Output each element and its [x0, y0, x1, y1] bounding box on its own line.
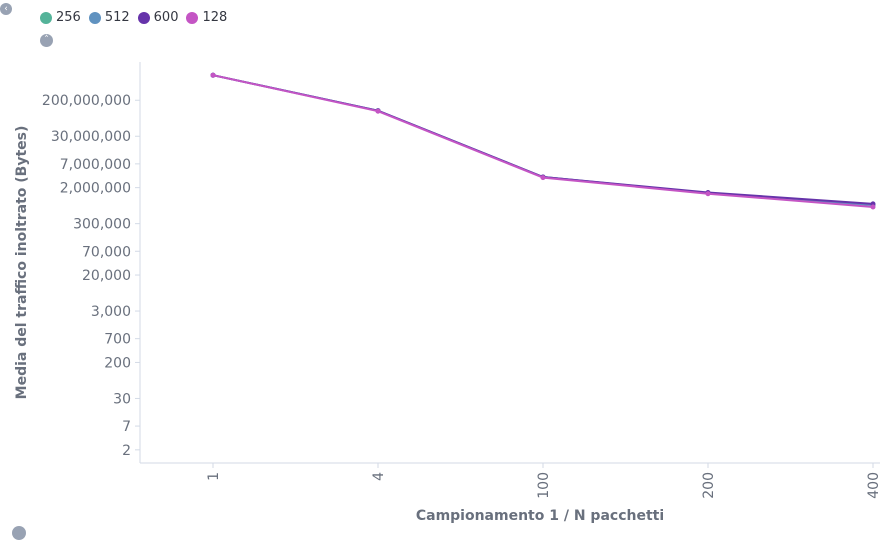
- y-tick-label: 7,000,000: [60, 157, 131, 173]
- data-point-128: [210, 72, 216, 78]
- series-line-600: [212, 74, 874, 205]
- series-line-512: [212, 74, 874, 206]
- data-point-128: [375, 108, 381, 114]
- x-tick-label: 1: [206, 472, 222, 481]
- data-point-128: [540, 175, 546, 181]
- y-tick-label: 70,000: [82, 244, 131, 260]
- legend-item-128[interactable]: 128: [186, 10, 227, 25]
- legend-dot: [88, 11, 101, 24]
- y-tick-label: 700: [104, 332, 131, 348]
- legend-item-512[interactable]: 512: [88, 10, 130, 25]
- series-line-128: [212, 74, 874, 208]
- x-tick-label: 4: [371, 472, 387, 481]
- y-tick-label: 30,000,000: [51, 129, 131, 145]
- collapse-sidebar-icon[interactable]: ‹: [0, 3, 12, 15]
- y-tick-label: 2,000,000: [60, 181, 131, 197]
- legend-label: 600: [153, 10, 179, 25]
- x-axis-title: Campionamento 1 / N pacchetti: [416, 508, 664, 524]
- y-tick-label: 2: [122, 443, 131, 459]
- legend-collapse-icon[interactable]: ˄: [40, 34, 53, 47]
- legend-dot: [40, 11, 52, 24]
- y-axis-title: Media del traffico inoltrato (Bytes): [14, 126, 30, 400]
- y-tick-label: 200: [104, 355, 131, 371]
- y-tick-label: 20,000: [82, 268, 131, 284]
- legend-item-256[interactable]: 256: [40, 10, 81, 25]
- y-tick-label: 300,000: [73, 217, 131, 233]
- y-tick-label: 3,000: [91, 304, 131, 320]
- legend-item-600[interactable]: 600: [137, 10, 179, 25]
- data-point-128: [870, 204, 876, 210]
- data-point-128: [705, 191, 711, 197]
- legend: 256 512 600 128: [40, 10, 227, 25]
- legend-dot: [137, 11, 150, 24]
- expand-icon[interactable]: [12, 526, 26, 540]
- legend-label: 512: [104, 10, 130, 25]
- x-tick-label: 200: [701, 472, 717, 499]
- legend-label: 128: [202, 10, 228, 25]
- y-tick-label: 30: [113, 391, 131, 407]
- x-tick-label: 100: [536, 472, 552, 499]
- y-tick-label: 200,000,000: [42, 93, 131, 109]
- legend-label: 256: [56, 10, 81, 25]
- y-tick-label: 7: [122, 419, 131, 435]
- series-line-256: [212, 74, 874, 206]
- x-tick-label: 400: [866, 472, 882, 499]
- legend-dot: [186, 11, 199, 24]
